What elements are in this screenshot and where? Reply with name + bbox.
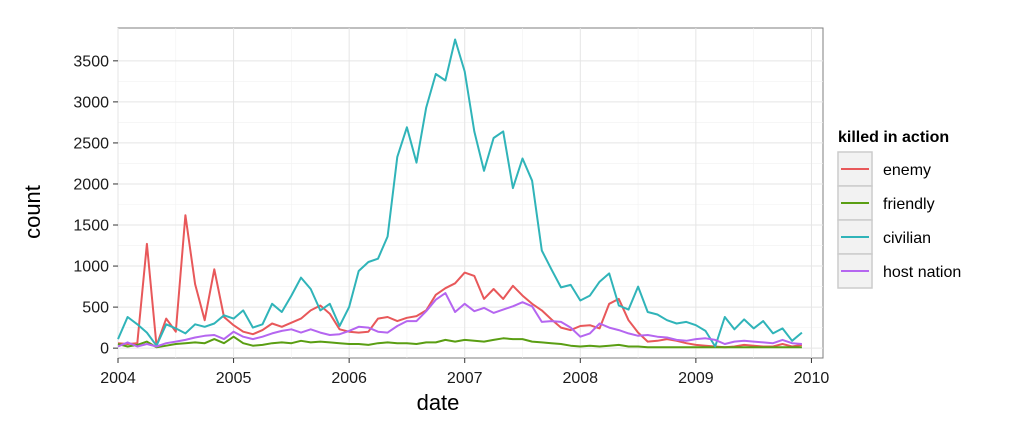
x-tick-label: 2005: [216, 370, 252, 387]
y-tick-label: 1000: [73, 259, 109, 276]
x-axis: 2004 2005 2006 2007 2008 2009 2010: [100, 358, 829, 387]
legend: killed in action enemy friendly civilian ho…: [837, 129, 961, 289]
legend-item-friendly: friendly: [837, 185, 935, 221]
legend-title: killed in action: [838, 129, 949, 146]
x-tick-label: 2006: [331, 370, 367, 387]
series-line-enemy: [117, 214, 803, 349]
series-lines: [117, 38, 803, 349]
plot-panel: [117, 27, 824, 359]
legend-label: enemy: [883, 162, 931, 179]
x-tick-label: 2008: [562, 370, 598, 387]
series-line-civilian: [117, 38, 803, 348]
series-line-friendly: [117, 335, 802, 349]
y-axis-title: count: [20, 185, 45, 239]
legend-item-host-nation: host nation: [837, 253, 961, 289]
legend-item-enemy: enemy: [837, 151, 931, 187]
y-tick-label: 3500: [73, 53, 109, 70]
y-axis: 0 500 1000 1500 2000 2500 3000 3500: [73, 53, 118, 358]
x-tick-label: 2004: [100, 370, 136, 387]
y-tick-label: 2500: [73, 135, 109, 152]
series-line-host-nation: [117, 292, 802, 348]
legend-label: civilian: [883, 230, 931, 247]
legend-label: friendly: [883, 196, 935, 213]
y-tick-label: 3000: [73, 94, 109, 111]
legend-item-civilian: civilian: [837, 219, 931, 255]
y-tick-label: 2000: [73, 176, 109, 193]
legend-label: host nation: [883, 264, 961, 281]
y-tick-label: 1500: [73, 218, 109, 235]
x-tick-label: 2007: [447, 370, 483, 387]
y-tick-label: 500: [82, 300, 109, 317]
x-tick-label: 2009: [678, 370, 714, 387]
x-tick-label: 2010: [794, 370, 830, 387]
x-axis-title: date: [417, 390, 460, 415]
y-tick-label: 0: [100, 341, 109, 358]
